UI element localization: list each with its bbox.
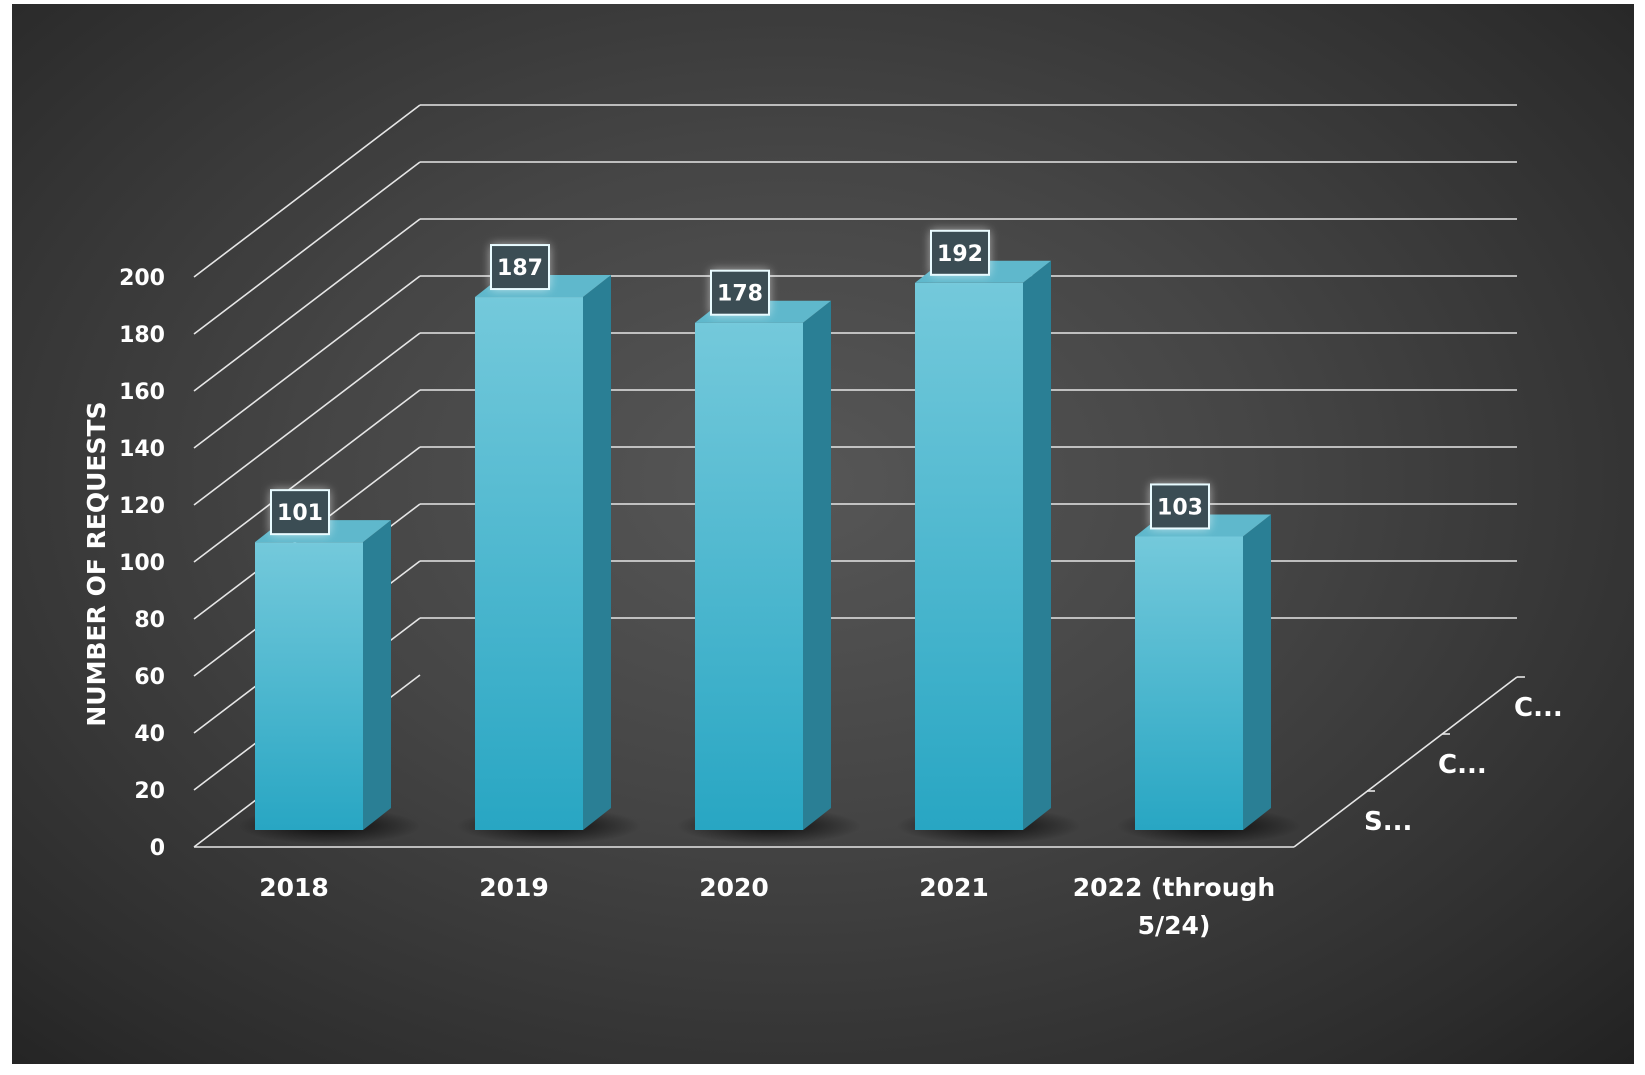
bar-chart-3d: 0 20 40 60 80 100 120 140 160 180 200 S... C... C... N… xyxy=(82,104,1563,940)
x-tick-label: 2018 xyxy=(259,873,329,902)
x-tick-label: 2022 (through xyxy=(1073,873,1275,902)
data-label: 101 xyxy=(277,501,323,526)
bar-front xyxy=(695,322,803,830)
bar-side xyxy=(1243,514,1271,830)
bar-2020 xyxy=(677,300,861,844)
bar-2019 xyxy=(457,275,641,844)
labels: 0 20 40 60 80 100 120 140 160 180 200 S... C... C... N… xyxy=(82,229,1563,940)
y-tick-label: 60 xyxy=(134,665,165,690)
chart-frame: 0 20 40 60 80 100 120 140 160 180 200 S... C... C... N… xyxy=(12,4,1634,1064)
y-tick-label: 120 xyxy=(119,494,165,519)
x-tick-label: 2020 xyxy=(699,873,769,902)
gridline-side xyxy=(193,275,421,449)
data-label-box xyxy=(490,244,550,291)
y-tick-label: 20 xyxy=(134,779,165,804)
y-tick-label: 80 xyxy=(134,608,165,633)
y-tick-label: 0 xyxy=(150,836,165,861)
data-label: 178 xyxy=(717,282,763,307)
bar-side xyxy=(803,300,831,830)
y-axis-title: NUMBER OF REQUESTS xyxy=(82,401,111,726)
gridline-side xyxy=(193,161,421,335)
data-label-box xyxy=(270,489,330,536)
gridlines xyxy=(193,104,1517,848)
data-label-box xyxy=(930,229,990,276)
bars xyxy=(237,260,1301,844)
bar-2022 (through 5/24) xyxy=(1117,514,1301,844)
bar-side xyxy=(363,520,391,830)
bar-side xyxy=(583,275,611,830)
axes xyxy=(194,676,1525,848)
bar-front xyxy=(475,297,583,830)
y-tick-label: 100 xyxy=(119,551,165,576)
bar-front xyxy=(255,542,363,830)
y-tick-label: 180 xyxy=(119,323,165,348)
depth-axis xyxy=(1293,676,1518,848)
x-tick-label: 2019 xyxy=(479,873,549,902)
gridline-side xyxy=(193,332,421,506)
y-tick-label: 140 xyxy=(119,437,165,462)
depth-axis-label: S... xyxy=(1364,807,1412,837)
bar-front xyxy=(915,282,1023,830)
y-tick-label: 160 xyxy=(119,380,165,405)
gridline-side xyxy=(193,104,421,278)
data-label: 103 xyxy=(1157,495,1203,520)
data-label: 192 xyxy=(937,242,983,267)
data-label: 187 xyxy=(497,256,543,281)
data-label-box xyxy=(1150,483,1210,530)
y-tick-label: 40 xyxy=(134,722,165,747)
x-tick-label: 5/24) xyxy=(1138,911,1211,940)
gridline-side xyxy=(193,218,421,392)
data-label-box xyxy=(710,269,770,316)
bar-side xyxy=(1023,260,1051,830)
depth-axis-label: C... xyxy=(1514,693,1563,723)
x-tick-label: 2021 xyxy=(919,873,989,902)
depth-axis-label: C... xyxy=(1438,750,1487,780)
bar-front xyxy=(1135,536,1243,830)
y-tick-label: 200 xyxy=(119,266,165,291)
bar-2018 xyxy=(237,520,421,844)
bar-2021 xyxy=(897,260,1081,844)
gridline-side xyxy=(193,389,421,563)
